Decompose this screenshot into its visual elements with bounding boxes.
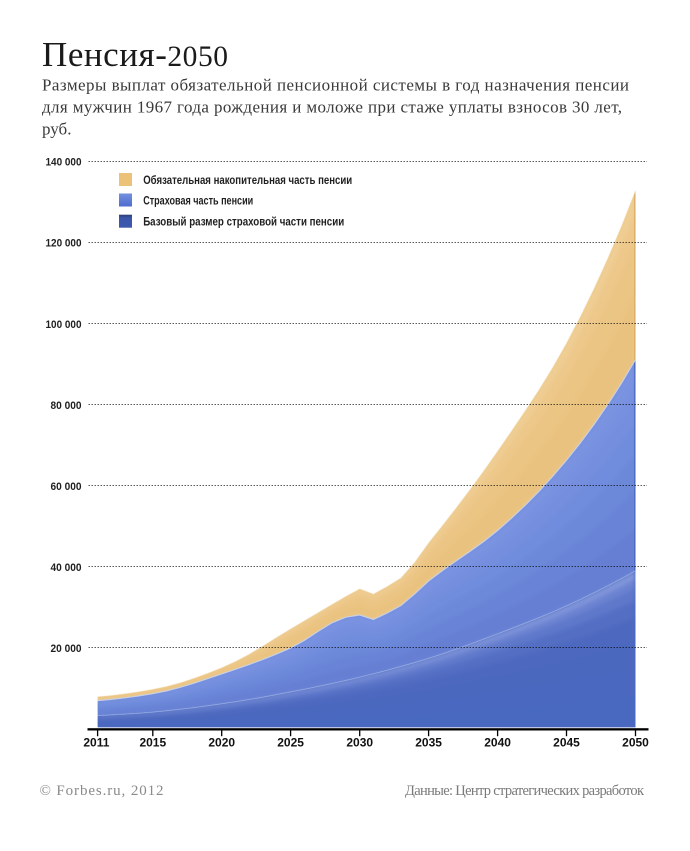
svg-text:Обязательная накопительная час: Обязательная накопительная часть пенсии xyxy=(143,175,352,187)
svg-text:Размеры выплат обязательной пе: Размеры выплат обязательной пенсионной с… xyxy=(42,75,629,94)
svg-text:2020: 2020 xyxy=(208,736,235,750)
svg-text:Базовый размер страховой части: Базовый размер страховой части пенсии xyxy=(143,217,344,229)
svg-text:2025: 2025 xyxy=(277,736,304,750)
svg-text:120 000: 120 000 xyxy=(46,238,82,250)
svg-text:140 000: 140 000 xyxy=(46,157,82,169)
svg-text:Страховая часть пенсии: Страховая часть пенсии xyxy=(143,196,253,208)
svg-text:© Forbes.ru, 2012: © Forbes.ru, 2012 xyxy=(40,783,164,799)
svg-text:для мужчин 1967 года рождения: для мужчин 1967 года рождения и моложе п… xyxy=(42,97,622,116)
svg-text:2011: 2011 xyxy=(83,736,109,750)
svg-text:60 000: 60 000 xyxy=(51,481,82,493)
svg-text:Пенсия-2050: Пенсия-2050 xyxy=(42,35,228,74)
svg-text:2050: 2050 xyxy=(622,736,649,750)
svg-text:20 000: 20 000 xyxy=(51,643,82,655)
svg-text:2030: 2030 xyxy=(346,736,373,750)
svg-text:руб.: руб. xyxy=(42,119,71,138)
svg-text:40 000: 40 000 xyxy=(51,562,82,574)
svg-text:Данные: Центр стратегических р: Данные: Центр стратегических разработок xyxy=(405,783,645,799)
svg-text:2045: 2045 xyxy=(553,736,580,750)
svg-text:2015: 2015 xyxy=(139,736,166,750)
svg-text:80 000: 80 000 xyxy=(51,400,82,412)
svg-text:2040: 2040 xyxy=(484,736,511,750)
svg-text:100 000: 100 000 xyxy=(46,319,82,331)
svg-text:2035: 2035 xyxy=(415,736,442,750)
